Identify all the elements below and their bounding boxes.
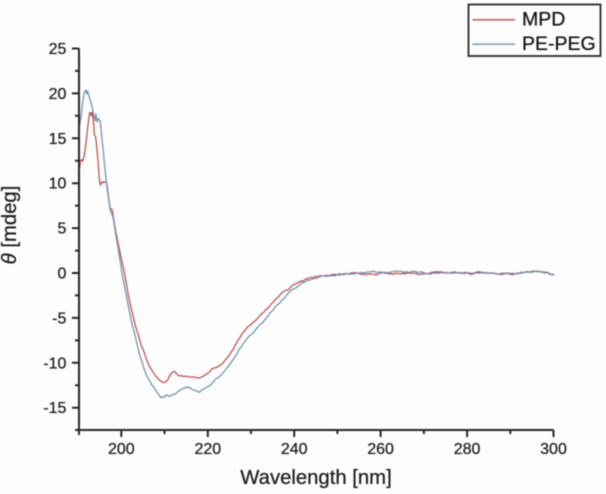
svg-text:20: 20	[49, 86, 67, 103]
svg-text:0: 0	[57, 266, 66, 283]
svg-text:Wavelength [nm]: Wavelength [nm]	[240, 467, 391, 489]
svg-text:θ [mdeg]: θ [mdeg]	[0, 186, 21, 265]
svg-text:MPD: MPD	[522, 9, 565, 31]
svg-text:15: 15	[49, 131, 67, 148]
svg-text:240: 240	[281, 441, 308, 458]
svg-text:-10: -10	[43, 355, 66, 372]
svg-text:PE-PEG: PE-PEG	[522, 33, 596, 55]
svg-text:5: 5	[57, 221, 66, 238]
svg-text:300: 300	[540, 441, 567, 458]
svg-text:280: 280	[454, 441, 481, 458]
svg-text:-15: -15	[43, 400, 66, 417]
svg-text:10: 10	[49, 176, 67, 193]
svg-text:260: 260	[367, 441, 394, 458]
svg-text:200: 200	[108, 441, 135, 458]
svg-text:220: 220	[194, 441, 221, 458]
svg-text:25: 25	[49, 41, 67, 58]
svg-text:-5: -5	[52, 310, 66, 327]
